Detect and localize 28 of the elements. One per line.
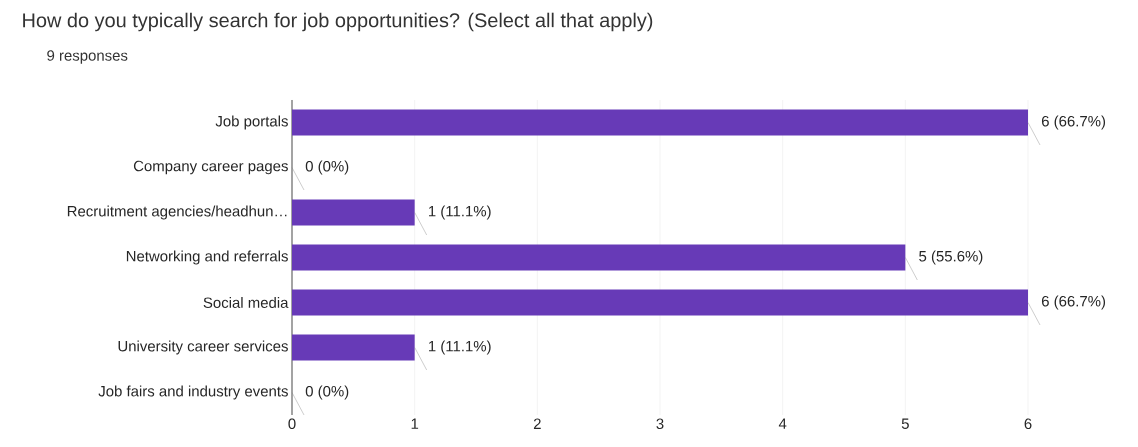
y-tick-label: Networking and referrals <box>126 250 288 265</box>
y-tick-label: Job fairs and industry events <box>98 385 288 400</box>
x-tick-label: 0 <box>288 418 296 430</box>
text: 9 responses <box>47 50 128 64</box>
bar <box>292 244 906 271</box>
x-tick-label: 5 <box>901 418 909 429</box>
x-tick-label: 1 <box>411 418 419 429</box>
data-label: 6 (66.7%) <box>1041 295 1106 310</box>
y-tick-label: Recruitment agencies/headhun… <box>67 205 287 220</box>
chart-title: How do you typically search for job opportunities? (Select all that apply) <box>23 12 653 32</box>
data-label: 1 (11.1%) <box>429 205 491 220</box>
data-label: 1 (11.1%) <box>429 340 491 355</box>
bar <box>292 334 415 361</box>
data-label: 0 (0%) <box>305 160 349 175</box>
y-tick-label: University career services <box>118 340 288 355</box>
bar <box>292 199 415 226</box>
x-tick-label: 4 <box>778 418 787 429</box>
data-label: 5 (55.6%) <box>919 250 983 265</box>
y-tick-label: Job portals <box>215 115 288 130</box>
data-label: 6 (66.7%) <box>1041 115 1106 130</box>
data-label: 0 (0%) <box>305 385 349 400</box>
x-tick-label: 2 <box>533 418 541 429</box>
bar <box>292 289 1029 316</box>
x-tick-label: 6 <box>1024 418 1032 430</box>
x-tick-label: 3 <box>656 418 664 430</box>
y-tick-label: Company career pages <box>133 160 288 175</box>
bar <box>292 109 1029 136</box>
y-tick-label: Social media <box>203 297 289 308</box>
